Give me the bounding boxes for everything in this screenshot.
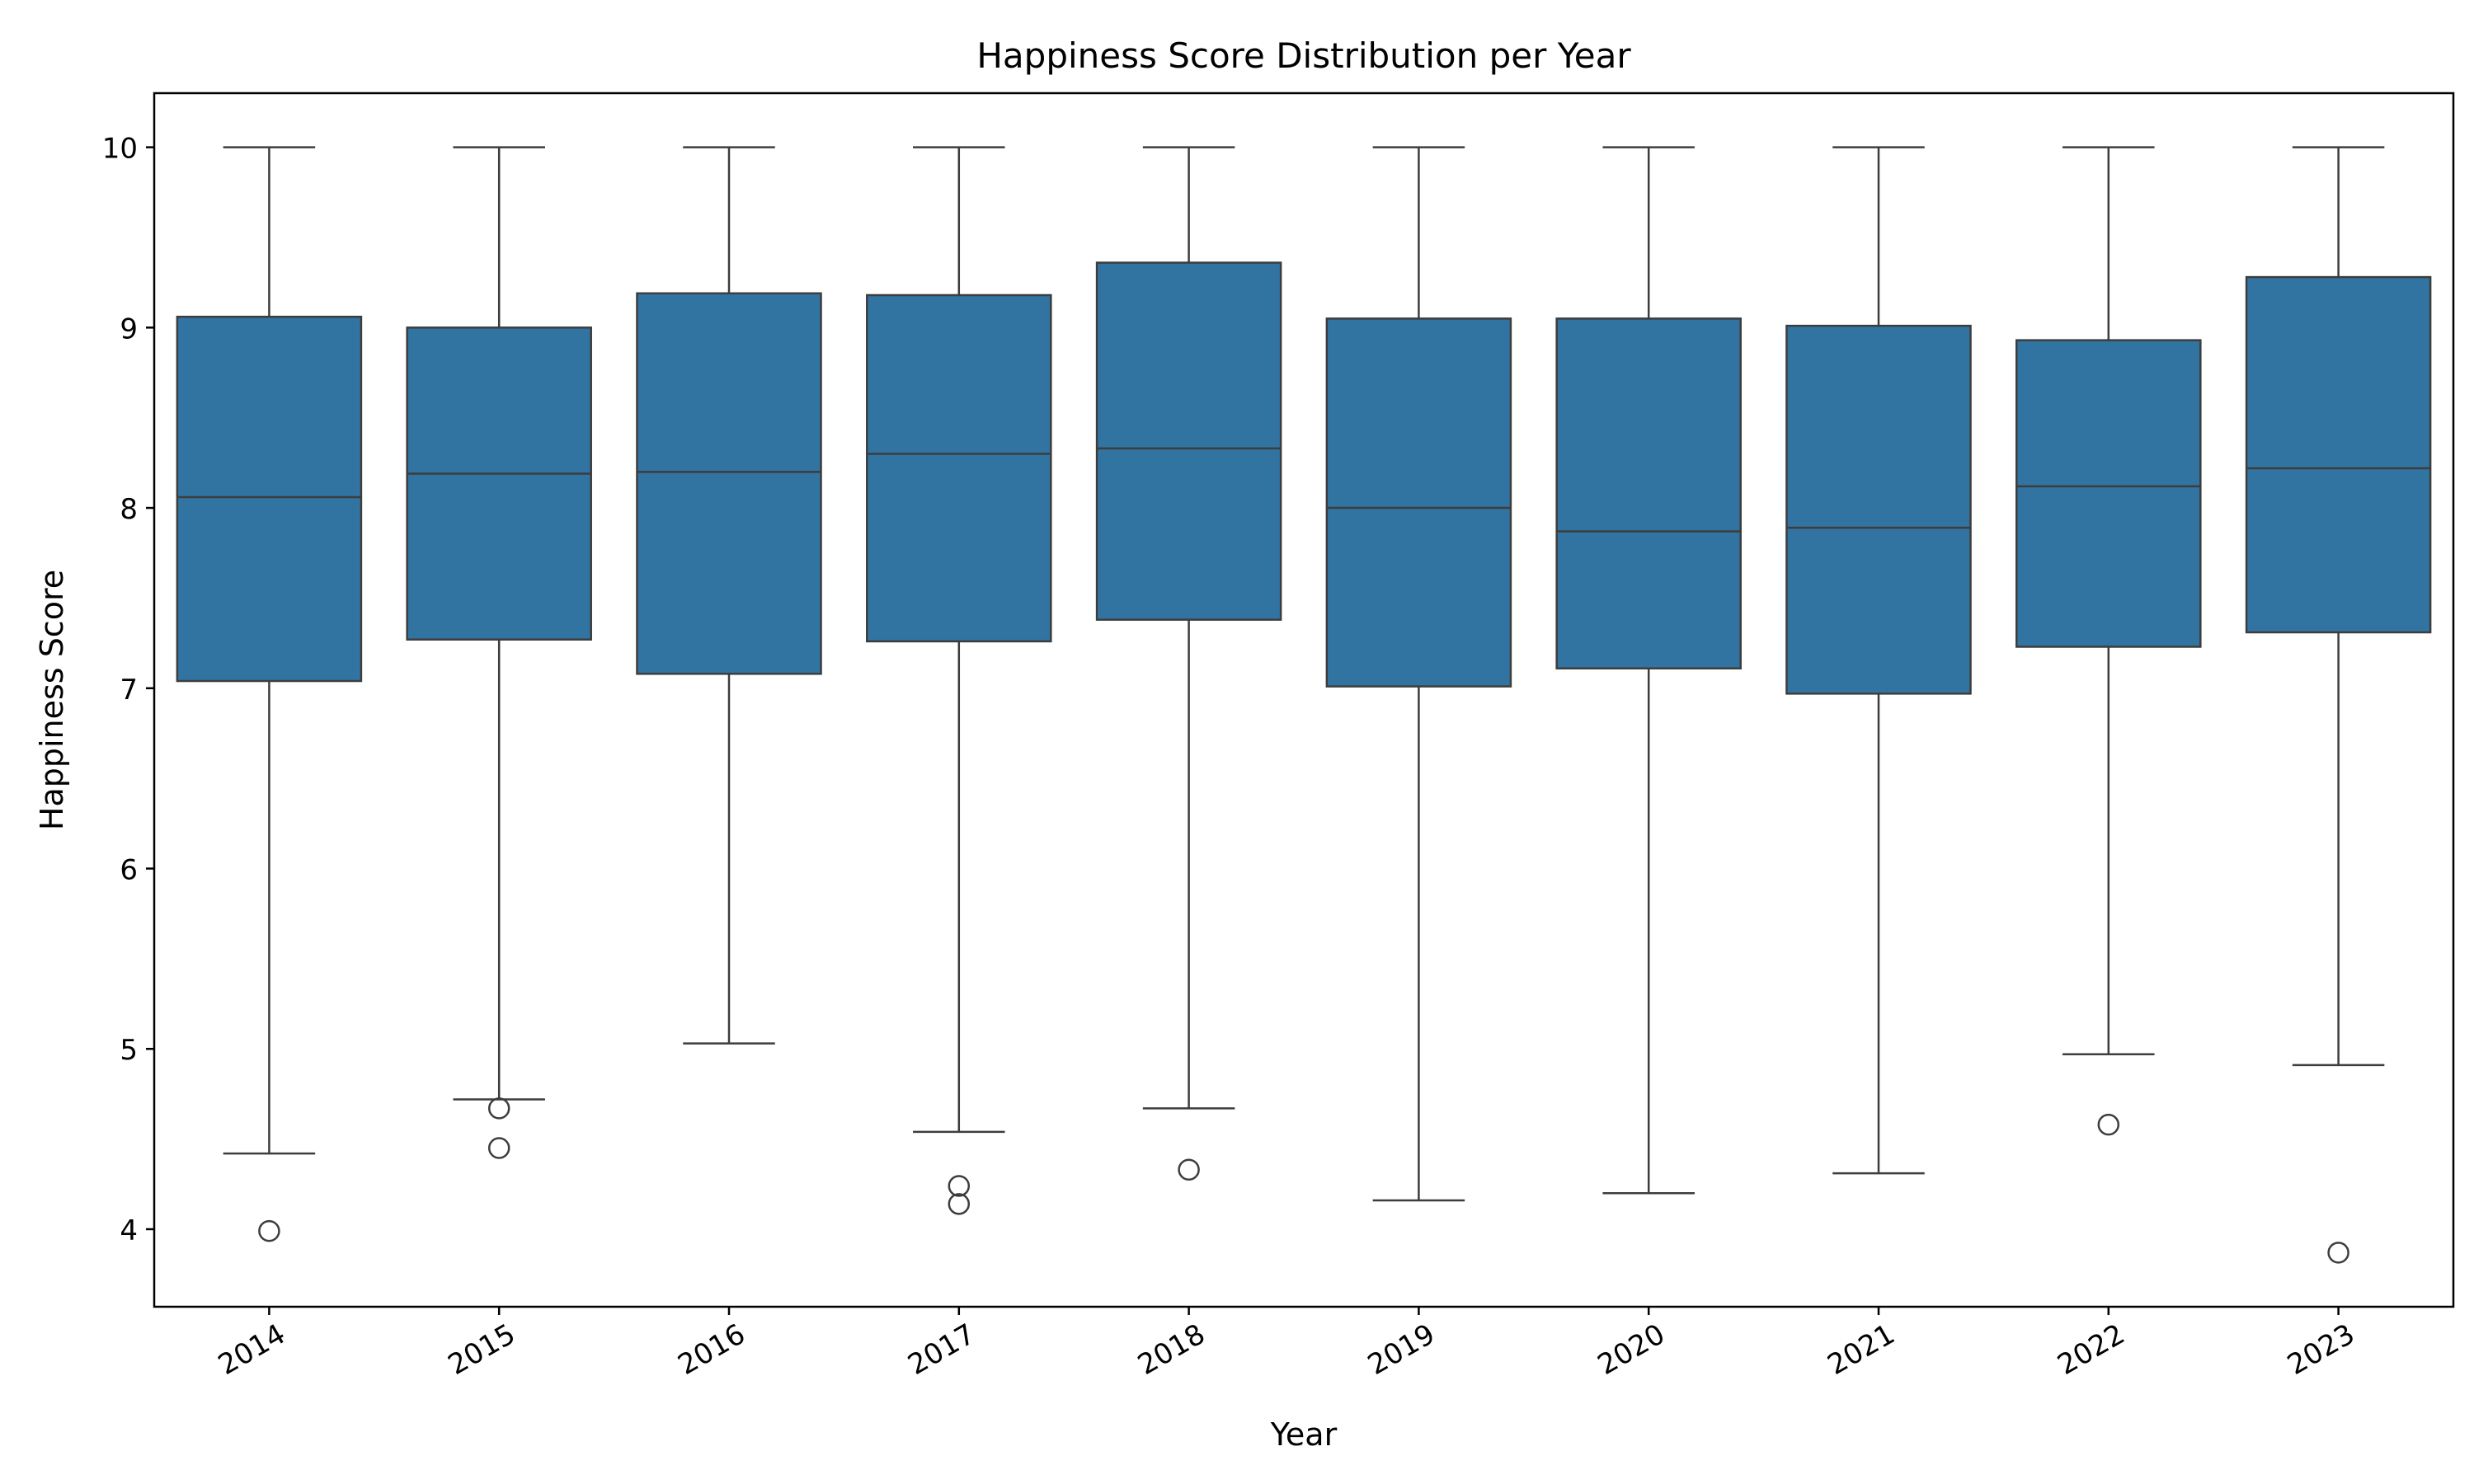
box-group-2019 xyxy=(1325,146,1512,1202)
y-axis: 4 5 6 7 8 9 10 xyxy=(102,133,154,1247)
iqr-box xyxy=(636,292,822,675)
x-tick-label: 2020 xyxy=(1592,1317,1671,1382)
iqr-box xyxy=(2015,339,2202,648)
iqr-box xyxy=(866,294,1052,643)
y-tick-label: 10 xyxy=(102,133,138,166)
iqr-box xyxy=(406,326,592,641)
x-tick-label: 2019 xyxy=(1362,1317,1441,1382)
y-tick-label: 9 xyxy=(120,312,138,345)
y-tick-label: 6 xyxy=(120,854,138,887)
box-group-2021 xyxy=(1785,146,1972,1175)
outlier-point xyxy=(2097,1113,2120,1136)
iqr-box xyxy=(1325,317,1512,688)
x-tick-label: 2022 xyxy=(2052,1317,2130,1382)
iqr-box xyxy=(1785,324,1972,695)
outlier-point xyxy=(487,1097,510,1120)
outlier-point xyxy=(948,1175,971,1197)
x-tick-label: 2014 xyxy=(213,1317,291,1382)
boxes-layer xyxy=(176,146,2432,1264)
box-group-2015 xyxy=(406,146,592,1159)
iqr-box xyxy=(2245,275,2432,634)
y-tick-label: 7 xyxy=(120,674,138,707)
x-tick-label: 2016 xyxy=(673,1317,751,1382)
x-tick-label: 2017 xyxy=(902,1317,981,1382)
outlier-point xyxy=(948,1193,971,1215)
outlier-point xyxy=(2327,1242,2349,1264)
x-tick-label: 2021 xyxy=(1823,1317,1901,1382)
iqr-box xyxy=(1555,317,1742,669)
outlier-point xyxy=(487,1137,510,1159)
y-axis-label: Happiness Score xyxy=(34,570,70,830)
x-axis-label: Year xyxy=(1270,1416,1338,1453)
box-group-2023 xyxy=(2245,146,2432,1264)
iqr-box xyxy=(1095,261,1282,621)
box-group-2022 xyxy=(2015,146,2202,1136)
x-axis: 2014 2015 2016 2017 2018 2019 2020 2021 2022 2023 xyxy=(213,1307,2360,1382)
x-tick-label: 2015 xyxy=(443,1317,521,1382)
y-tick-label: 8 xyxy=(120,493,138,526)
box-group-2016 xyxy=(636,146,822,1045)
y-tick-label: 4 xyxy=(120,1214,138,1247)
y-tick-label: 5 xyxy=(120,1034,138,1067)
chart-title: Happiness Score Distribution per Year xyxy=(976,35,1631,76)
x-tick-label: 2023 xyxy=(2282,1317,2360,1382)
box-group-2018 xyxy=(1095,146,1282,1181)
box-group-2017 xyxy=(866,146,1052,1215)
x-tick-label: 2018 xyxy=(1132,1317,1211,1382)
plot-frame xyxy=(153,92,2455,1308)
box-group-2014 xyxy=(176,146,363,1242)
outlier-point xyxy=(1178,1158,1200,1181)
box-group-2020 xyxy=(1555,146,1742,1195)
outlier-point xyxy=(258,1219,280,1242)
iqr-box xyxy=(176,315,363,683)
